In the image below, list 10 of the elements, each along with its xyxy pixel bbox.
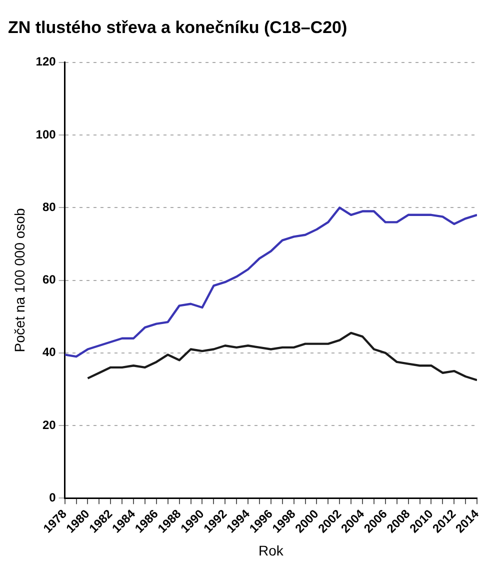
y-tick-label: 60 (42, 272, 56, 287)
x-axis-title: Rok (258, 542, 284, 558)
y-tick-label: 0 (49, 490, 56, 504)
y-axis-title: Počet na 100 000 osob (11, 208, 28, 352)
chart-title: ZN tlustého střeva a konečníku (C18–C20) (8, 18, 348, 37)
y-tick-label: 120 (36, 54, 56, 69)
y-tick-label: 80 (42, 200, 56, 214)
y-tick-label: 40 (42, 345, 56, 360)
y-tick-label: 20 (42, 418, 56, 432)
y-tick-label: 100 (36, 127, 56, 142)
